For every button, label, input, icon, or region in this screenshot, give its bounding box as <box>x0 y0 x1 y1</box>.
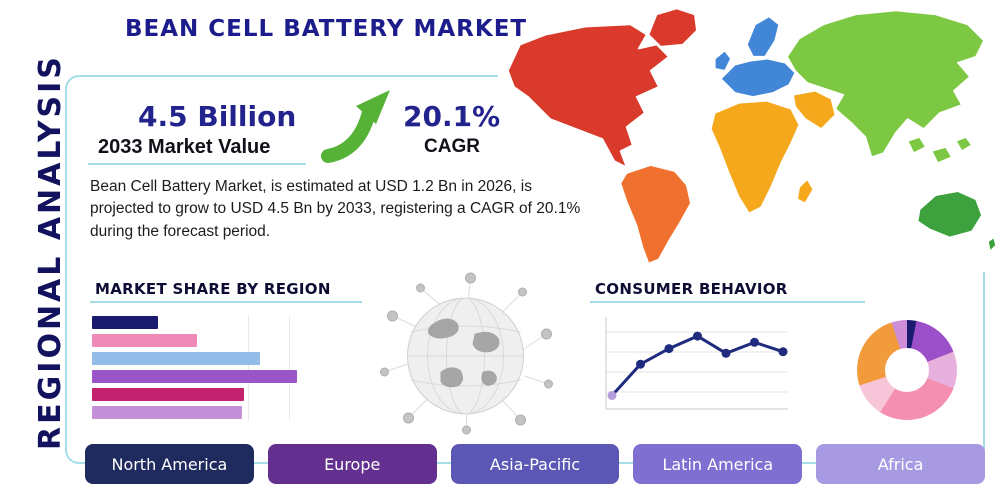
map-region-europe <box>720 57 796 98</box>
map-region-new-zealand <box>987 236 997 253</box>
consumer-behavior-heading: CONSUMER BEHAVIOR <box>595 280 788 298</box>
cagr-stat: 20.1% <box>403 100 501 133</box>
world-map-svg <box>507 7 997 265</box>
bar-segment <box>92 316 158 329</box>
consumer-behavior-underline <box>590 301 865 303</box>
market-description: Bean Cell Battery Market, is estimated a… <box>90 178 581 240</box>
map-region-north-america <box>507 23 670 168</box>
bar-segment <box>92 370 297 383</box>
line-series-point <box>721 348 731 358</box>
map-region-greenland <box>647 7 698 48</box>
growth-arrow-head <box>356 90 390 124</box>
region-tab-europe[interactable]: Europe <box>267 444 437 484</box>
map-region-south-america <box>619 164 692 265</box>
line-series-point <box>693 331 702 341</box>
bar-segment <box>92 388 244 401</box>
map-region-se-asia <box>906 136 973 164</box>
map-region-uk <box>714 49 732 72</box>
line-chart-grid <box>606 331 788 393</box>
bar-chart-gridline <box>288 316 290 420</box>
regional-analysis-label: REGIONAL ANALYSIS <box>33 54 68 450</box>
region-tab-asia-pacific[interactable]: Asia-Pacific <box>450 444 620 484</box>
region-tab-label: Africa <box>877 454 924 474</box>
region-tab-africa[interactable]: Africa <box>816 444 985 484</box>
donut-hole <box>885 348 929 392</box>
bar-chart-bars <box>92 316 297 419</box>
globe-graticule <box>407 297 524 415</box>
map-region-madagascar <box>796 178 815 205</box>
growth-arrow-icon <box>321 90 390 163</box>
globe-continents <box>428 318 500 388</box>
globe-graphic <box>380 272 553 435</box>
map-region-middle-east <box>792 90 837 130</box>
region-tabs: North America Europe Asia-Pacific Latin … <box>85 444 985 484</box>
stats-underline <box>88 163 306 165</box>
line-series-point <box>750 337 759 347</box>
bar-segment <box>92 352 261 365</box>
market-share-underline <box>90 301 362 303</box>
line-series-point <box>607 391 617 400</box>
donut-chart <box>857 320 957 420</box>
bar-segment <box>92 334 197 347</box>
bar-chart-gridline <box>247 316 249 420</box>
region-tab-label: Latin America <box>662 454 774 474</box>
map-region-africa <box>710 100 800 215</box>
bar-segment <box>92 406 242 419</box>
bar-chart <box>92 316 297 420</box>
market-value-stat: 4.5 Billion <box>138 100 297 133</box>
globe-network-nodes <box>380 272 553 435</box>
page-title: BEAN CELL BATTERY MARKET <box>125 16 528 42</box>
map-region-australia <box>916 190 983 239</box>
region-tab-north-america[interactable]: North America <box>85 444 254 484</box>
line-series-point <box>778 347 788 357</box>
region-tab-label: Asia-Pacific <box>489 454 581 474</box>
region-tab-latin-america[interactable]: Latin America <box>633 444 803 484</box>
map-region-scandinavia <box>746 15 780 58</box>
region-tab-label: North America <box>111 454 228 474</box>
market-value-label: 2033 Market Value <box>98 136 271 158</box>
growth-arrow-shaft <box>321 101 377 163</box>
line-series-point <box>636 359 645 369</box>
market-share-heading: MARKET SHARE BY REGION <box>95 280 331 298</box>
cagr-label: CAGR <box>424 136 480 157</box>
line-series <box>607 331 788 400</box>
world-map <box>498 0 1000 272</box>
line-chart-svg <box>605 317 788 410</box>
globe-network-lines <box>384 277 549 430</box>
map-region-asia <box>786 9 985 158</box>
line-series-point <box>664 344 674 354</box>
region-tab-label: Europe <box>324 454 381 474</box>
